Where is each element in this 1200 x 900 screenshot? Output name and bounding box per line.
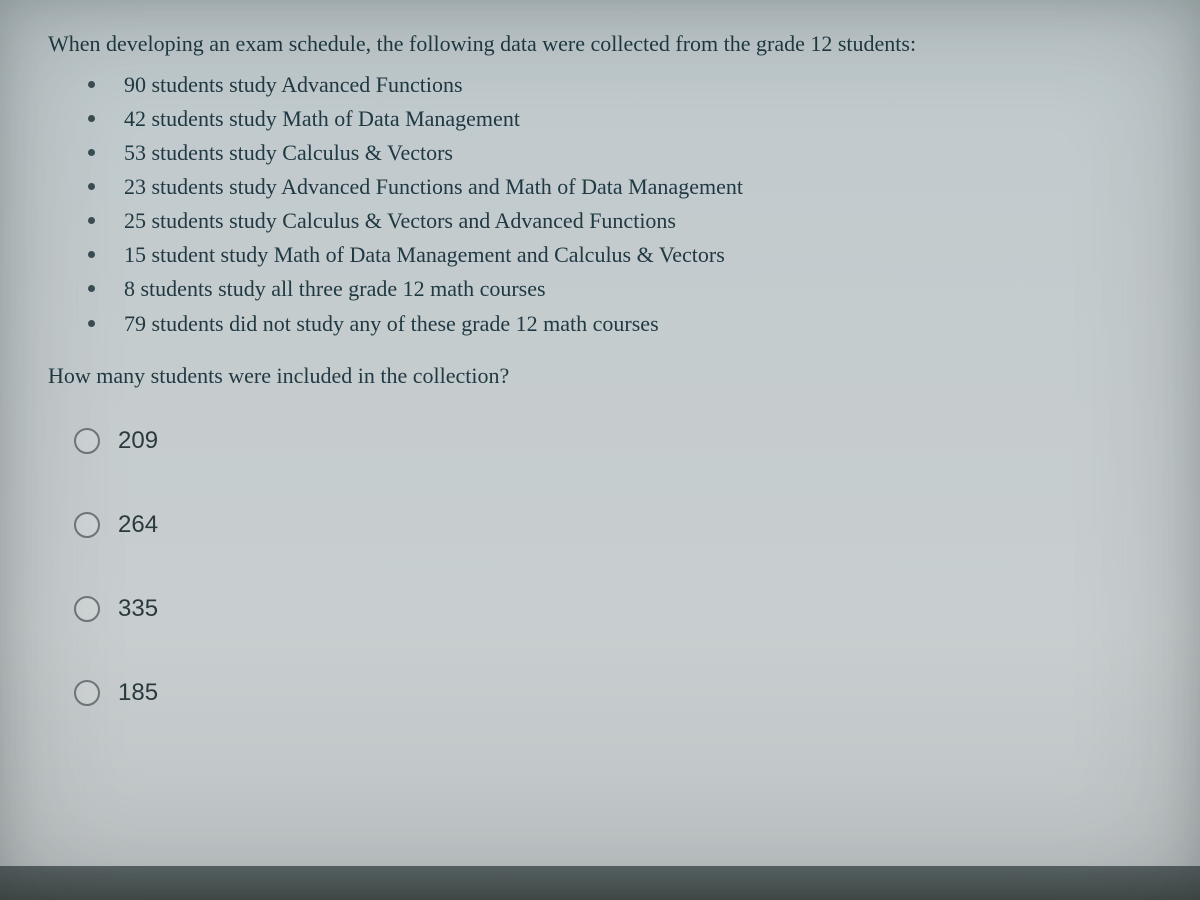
bullet-item: 90 students study Advanced Functions xyxy=(88,68,1152,102)
bullet-item: 23 students study Advanced Functions and… xyxy=(88,170,1152,204)
question-bullet-list: 90 students study Advanced Functions 42 … xyxy=(48,68,1152,341)
answer-option-1[interactable]: 264 xyxy=(74,511,1152,539)
radio-icon xyxy=(74,512,100,538)
answer-option-label: 264 xyxy=(118,511,158,539)
answer-options: 209 264 335 185 xyxy=(48,427,1152,707)
radio-icon xyxy=(74,428,100,454)
answer-option-3[interactable]: 185 xyxy=(74,679,1152,707)
bullet-item: 79 students did not study any of these g… xyxy=(88,307,1152,341)
bottom-bar xyxy=(0,866,1200,900)
bullet-item: 8 students study all three grade 12 math… xyxy=(88,272,1152,306)
answer-option-2[interactable]: 335 xyxy=(74,595,1152,623)
bullet-item: 15 student study Math of Data Management… xyxy=(88,238,1152,272)
radio-icon xyxy=(74,596,100,622)
answer-option-label: 185 xyxy=(118,679,158,707)
question-stem: When developing an exam schedule, the fo… xyxy=(48,28,1152,60)
bullet-item: 53 students study Calculus & Vectors xyxy=(88,136,1152,170)
answer-option-label: 209 xyxy=(118,427,158,455)
question-followup: How many students were included in the c… xyxy=(48,363,1152,389)
answer-option-label: 335 xyxy=(118,595,158,623)
bullet-item: 25 students study Calculus & Vectors and… xyxy=(88,204,1152,238)
bullet-item: 42 students study Math of Data Managemen… xyxy=(88,102,1152,136)
radio-icon xyxy=(74,680,100,706)
answer-option-0[interactable]: 209 xyxy=(74,427,1152,455)
